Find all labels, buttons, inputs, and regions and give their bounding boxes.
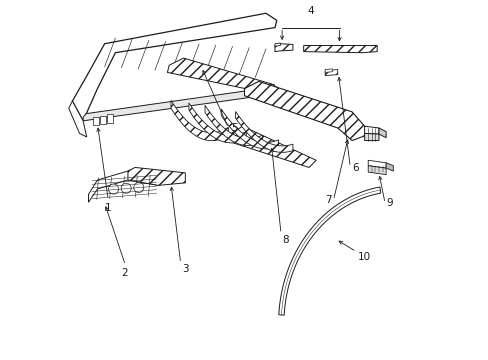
- Polygon shape: [364, 134, 378, 140]
- Circle shape: [134, 183, 143, 193]
- Polygon shape: [93, 117, 99, 125]
- Polygon shape: [235, 112, 292, 152]
- Polygon shape: [367, 166, 386, 175]
- Polygon shape: [204, 105, 262, 146]
- Polygon shape: [83, 87, 276, 121]
- Polygon shape: [167, 58, 274, 92]
- Polygon shape: [367, 160, 386, 168]
- Text: 4: 4: [307, 6, 313, 16]
- Text: 5: 5: [230, 123, 237, 133]
- Polygon shape: [228, 126, 316, 167]
- Text: 3: 3: [182, 264, 188, 274]
- Text: 2: 2: [121, 268, 127, 278]
- Polygon shape: [274, 43, 280, 46]
- Polygon shape: [274, 44, 292, 51]
- Text: 6: 6: [351, 163, 358, 173]
- Polygon shape: [221, 109, 278, 149]
- Text: 9: 9: [386, 198, 392, 208]
- Polygon shape: [325, 69, 337, 76]
- Circle shape: [121, 183, 131, 193]
- Polygon shape: [244, 81, 366, 140]
- Circle shape: [108, 184, 118, 194]
- Text: 8: 8: [282, 234, 288, 244]
- Polygon shape: [303, 45, 376, 53]
- Polygon shape: [72, 13, 276, 121]
- Polygon shape: [278, 187, 380, 315]
- Polygon shape: [188, 103, 246, 143]
- Polygon shape: [107, 114, 113, 123]
- Polygon shape: [69, 101, 86, 137]
- Polygon shape: [378, 128, 386, 138]
- Polygon shape: [100, 116, 105, 124]
- Polygon shape: [88, 171, 158, 202]
- Polygon shape: [171, 100, 228, 141]
- Polygon shape: [325, 69, 332, 72]
- Text: 7: 7: [324, 195, 330, 206]
- Polygon shape: [364, 126, 378, 134]
- Polygon shape: [386, 163, 392, 171]
- Text: 10: 10: [357, 252, 370, 262]
- Polygon shape: [128, 167, 185, 185]
- Text: 1: 1: [105, 203, 111, 213]
